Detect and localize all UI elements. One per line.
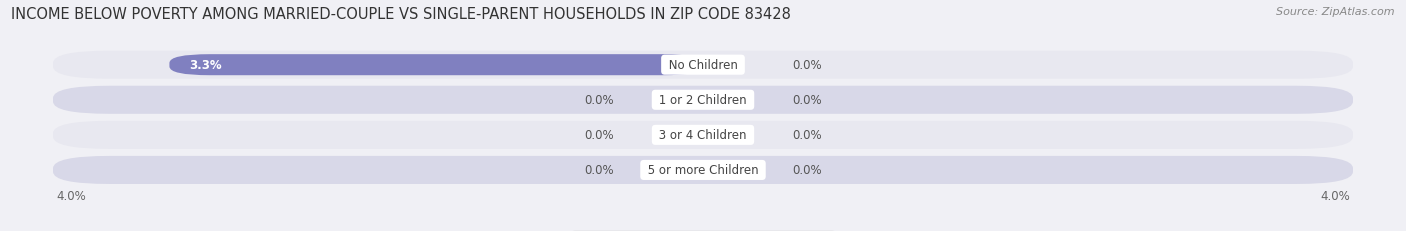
Text: 4.0%: 4.0%: [56, 189, 86, 202]
FancyBboxPatch shape: [53, 86, 1353, 114]
Text: 0.0%: 0.0%: [585, 164, 614, 177]
Text: 0.0%: 0.0%: [585, 94, 614, 107]
FancyBboxPatch shape: [53, 52, 1353, 79]
Text: No Children: No Children: [665, 59, 741, 72]
Text: INCOME BELOW POVERTY AMONG MARRIED-COUPLE VS SINGLE-PARENT HOUSEHOLDS IN ZIP COD: INCOME BELOW POVERTY AMONG MARRIED-COUPL…: [11, 7, 792, 22]
FancyBboxPatch shape: [170, 55, 703, 76]
Text: 0.0%: 0.0%: [585, 129, 614, 142]
Text: 3 or 4 Children: 3 or 4 Children: [655, 129, 751, 142]
Text: 3.3%: 3.3%: [188, 59, 222, 72]
Text: 0.0%: 0.0%: [792, 94, 821, 107]
Text: Source: ZipAtlas.com: Source: ZipAtlas.com: [1277, 7, 1395, 17]
FancyBboxPatch shape: [53, 121, 1353, 149]
Text: 4.0%: 4.0%: [1320, 189, 1350, 202]
Text: 5 or more Children: 5 or more Children: [644, 164, 762, 177]
Text: 1 or 2 Children: 1 or 2 Children: [655, 94, 751, 107]
FancyBboxPatch shape: [53, 156, 1353, 184]
Text: 0.0%: 0.0%: [792, 129, 821, 142]
Text: 0.0%: 0.0%: [792, 59, 821, 72]
Text: 0.0%: 0.0%: [792, 164, 821, 177]
